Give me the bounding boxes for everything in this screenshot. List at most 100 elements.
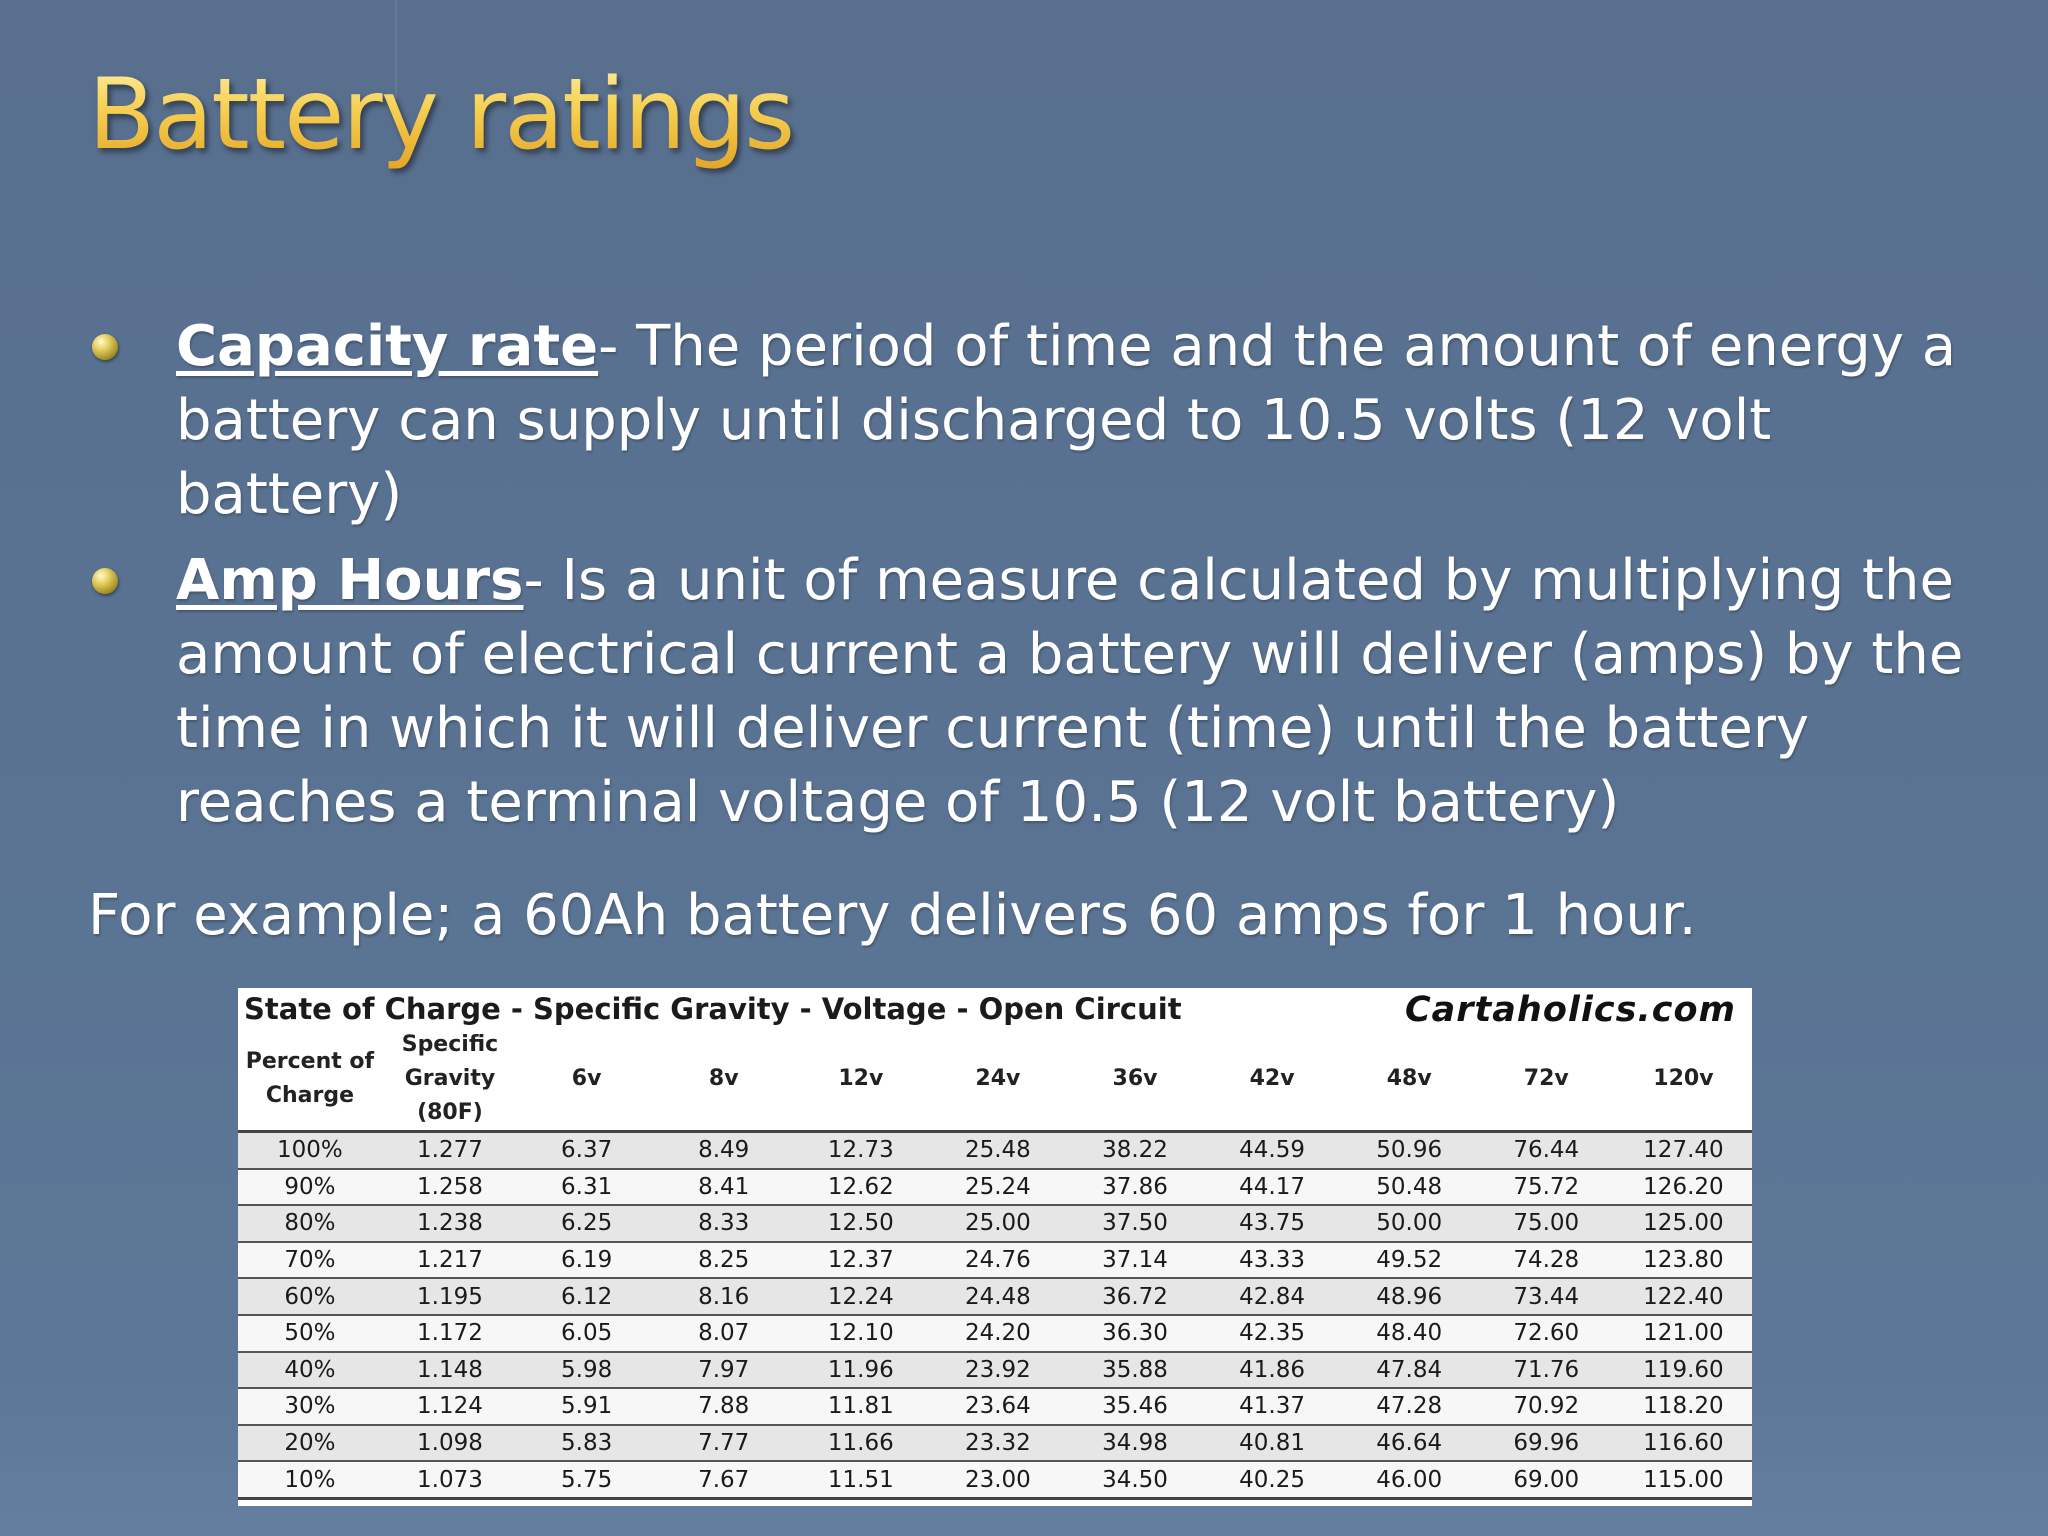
table-brand-logo: Cartaholics.com (1404, 990, 1736, 1030)
bullet-text: Amp Hours- Is a unit of measure calculat… (176, 544, 1988, 840)
table-cell: 24.76 (929, 1240, 1067, 1279)
table-cell: 5.91 (518, 1387, 656, 1425)
table-cell: 35.46 (1066, 1387, 1204, 1425)
table-row: 40% 1.148 5.98 7.97 11.96 23.92 35.88 41.86 47.8… (238, 1350, 1752, 1389)
table-cell: 50% (238, 1313, 382, 1352)
bullet-text: Capacity rate- The period of time and th… (176, 310, 1988, 532)
table-row: 90% 1.258 6.31 8.41 12.62 25.24 37.86 44.17 50.4… (238, 1167, 1752, 1206)
table-cell: 1.258 (381, 1167, 519, 1206)
table-row: 10% 1.073 5.75 7.67 11.51 23.00 34.50 40.25 46.0… (238, 1460, 1752, 1500)
table-caption: State of Charge - Specific Gravity - Vol… (238, 988, 1752, 1030)
table-cell: 8.07 (655, 1313, 793, 1352)
table-cell: 23.92 (929, 1350, 1067, 1389)
table-cell: 43.75 (1203, 1204, 1341, 1242)
table-cell: 46.64 (1340, 1423, 1478, 1462)
table-cell: 60% (238, 1277, 382, 1315)
table-cell: 8.16 (655, 1277, 793, 1315)
table-cell: 37.14 (1066, 1240, 1204, 1279)
table-cell: 12.10 (792, 1313, 930, 1352)
table-cell: 70% (238, 1240, 382, 1279)
table-cell: 6.31 (518, 1167, 656, 1206)
table-cell: 34.98 (1066, 1423, 1204, 1462)
table-cell: 46.00 (1340, 1460, 1478, 1500)
table-cell: 7.77 (655, 1423, 793, 1462)
background-strip (395, 0, 397, 100)
table-cell: 121.00 (1614, 1313, 1752, 1352)
example-text: For example; a 60Ah battery delivers 60 … (88, 883, 1697, 948)
table-cell: 30% (238, 1387, 382, 1425)
table-cell: 25.00 (929, 1204, 1067, 1242)
table-cell: 7.88 (655, 1387, 793, 1425)
table-cell: 74.28 (1477, 1240, 1615, 1279)
table-row: 20% 1.098 5.83 7.77 11.66 23.32 34.98 40.81 46.6… (238, 1423, 1752, 1462)
table-header-cell: 6v (518, 1028, 656, 1133)
table-cell: 36.72 (1066, 1277, 1204, 1315)
table-cell: 25.48 (929, 1130, 1067, 1169)
bullet-dot-icon (92, 568, 118, 594)
table-cell: 5.98 (518, 1350, 656, 1389)
table-cell: 25.24 (929, 1167, 1067, 1206)
table-cell: 73.44 (1477, 1277, 1615, 1315)
table-row: 100% 1.277 6.37 8.49 12.73 25.48 38.22 44.59 50.… (238, 1130, 1752, 1169)
table-row: 30% 1.124 5.91 7.88 11.81 23.64 35.46 41.37 47.2… (238, 1387, 1752, 1425)
table-cell: 11.51 (792, 1460, 930, 1500)
table-cell: 8.25 (655, 1240, 793, 1279)
table-cell: 5.75 (518, 1460, 656, 1500)
bullet-term: Amp Hours (176, 548, 524, 613)
table-header-cell: 42v (1203, 1028, 1341, 1133)
table-cell: 1.148 (381, 1350, 519, 1389)
table-cell: 44.17 (1203, 1167, 1341, 1206)
table-cell: 6.12 (518, 1277, 656, 1315)
table-cell: 6.19 (518, 1240, 656, 1279)
table-cell: 40.25 (1203, 1460, 1341, 1500)
table-cell: 118.20 (1614, 1387, 1752, 1425)
table-cell: 1.217 (381, 1240, 519, 1279)
state-of-charge-table-image: State of Charge - Specific Gravity - Vol… (238, 988, 1752, 1506)
table-cell: 20% (238, 1423, 382, 1462)
table-cell: 1.277 (381, 1130, 519, 1169)
table-cell: 6.05 (518, 1313, 656, 1352)
table-cell: 50.96 (1340, 1130, 1478, 1169)
table-cell: 44.59 (1203, 1130, 1341, 1169)
table-header-cell: 24v (929, 1028, 1067, 1133)
table-cell: 115.00 (1614, 1460, 1752, 1500)
table-cell: 71.76 (1477, 1350, 1615, 1389)
table-cell: 49.52 (1340, 1240, 1478, 1279)
table-cell: 12.73 (792, 1130, 930, 1169)
table-cell: 1.098 (381, 1423, 519, 1462)
table-cell: 1.195 (381, 1277, 519, 1315)
table-cell: 1.172 (381, 1313, 519, 1352)
table-cell: 8.49 (655, 1130, 793, 1169)
bullet-list: Capacity rate- The period of time and th… (88, 310, 1988, 852)
table-cell: 123.80 (1614, 1240, 1752, 1279)
table-cell: 47.28 (1340, 1387, 1478, 1425)
table-cell: 72.60 (1477, 1313, 1615, 1352)
table-cell: 10% (238, 1460, 382, 1500)
table-header-row: Percent of Charge Specific Gravity (80F) 6… (238, 1028, 1752, 1133)
table-cell: 12.24 (792, 1277, 930, 1315)
table-header-cell: 12v (792, 1028, 930, 1133)
table-cell: 127.40 (1614, 1130, 1752, 1169)
table-cell: 12.37 (792, 1240, 930, 1279)
table-cell: 119.60 (1614, 1350, 1752, 1389)
bullet-capacity-rate: Capacity rate- The period of time and th… (88, 310, 1988, 532)
table-cell: 69.96 (1477, 1423, 1615, 1462)
table-cell: 40.81 (1203, 1423, 1341, 1462)
table-cell: 42.84 (1203, 1277, 1341, 1315)
table-cell: 35.88 (1066, 1350, 1204, 1389)
bullet-description: - Is a unit of measure calculated by mul… (176, 548, 1964, 835)
table-body: 100% 1.277 6.37 8.49 12.73 25.48 38.22 44.59 50.… (238, 1130, 1752, 1500)
table-cell: 48.40 (1340, 1313, 1478, 1352)
table-header-cell: 48v (1340, 1028, 1478, 1133)
table-header-cell: 36v (1066, 1028, 1204, 1133)
table-cell: 1.238 (381, 1204, 519, 1242)
table-cell: 8.33 (655, 1204, 793, 1242)
table-cell: 76.44 (1477, 1130, 1615, 1169)
bullet-description: - The period of time and the amount of e… (176, 314, 1957, 527)
table-cell: 23.32 (929, 1423, 1067, 1462)
table-cell: 41.37 (1203, 1387, 1341, 1425)
table-header-cell: Specific Gravity (80F) (381, 1028, 519, 1133)
table-cell: 122.40 (1614, 1277, 1752, 1315)
table-cell: 37.50 (1066, 1204, 1204, 1242)
table-cell: 38.22 (1066, 1130, 1204, 1169)
